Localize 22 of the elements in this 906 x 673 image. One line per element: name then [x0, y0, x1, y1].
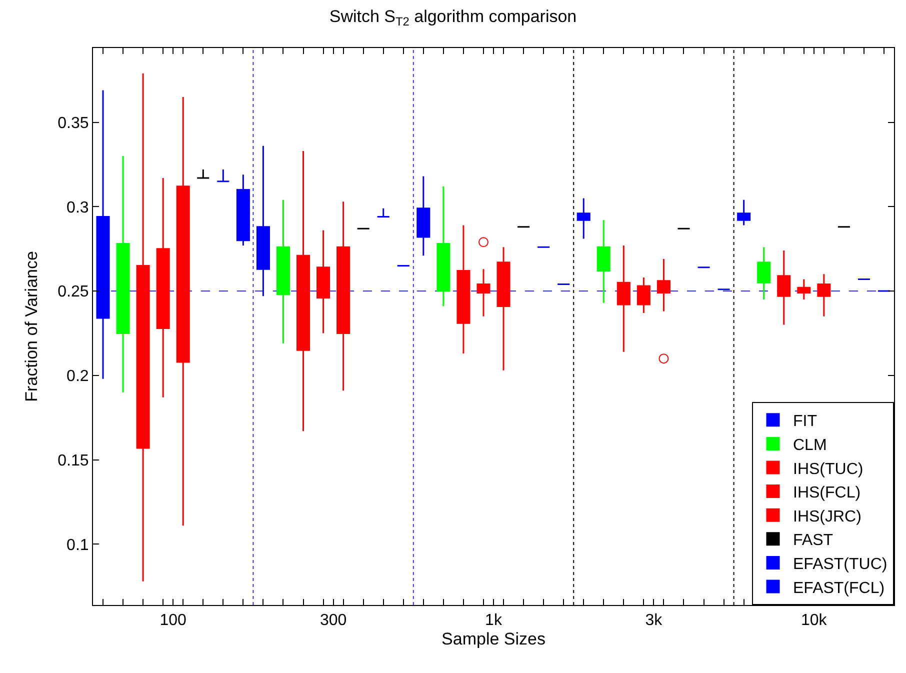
x-tick-label: 3k: [645, 612, 664, 630]
legend-label: IHS(FCL): [793, 484, 861, 502]
y-tick-label: 0.3: [66, 199, 89, 216]
y-tick-label: 0.2: [66, 368, 89, 386]
y-tick-label: 0.1: [66, 536, 89, 554]
y-axis-title: Fraction of Variance: [22, 251, 42, 402]
legend-label: FAST: [793, 532, 834, 550]
legend-label: CLM: [793, 436, 827, 454]
legend-label: IHS(JRC): [793, 508, 862, 526]
x-tick-label: 1k: [485, 612, 503, 630]
x-tick-label: 300: [320, 612, 347, 630]
y-tick-label: 0.25: [58, 284, 89, 301]
x-tick-label: 10k: [801, 612, 828, 630]
x-axis-title: Sample Sizes: [442, 630, 546, 649]
chart-title: Switch S$_{T2}$ algorithm comparison: [329, 6, 577, 29]
legend-label: IHS(TUC): [793, 460, 864, 478]
legend-label: EFAST(TUC): [793, 556, 888, 573]
y-tick-label: 0.35: [58, 114, 89, 132]
x-tick-label: 100: [160, 612, 187, 630]
y-tick-label: 0.15: [58, 452, 89, 470]
legend-label: FIT: [793, 413, 818, 430]
legend-label: EFAST(FCL): [793, 580, 885, 597]
